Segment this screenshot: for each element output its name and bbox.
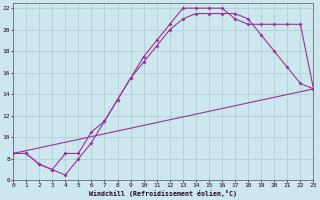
X-axis label: Windchill (Refroidissement éolien,°C): Windchill (Refroidissement éolien,°C) bbox=[89, 190, 237, 197]
